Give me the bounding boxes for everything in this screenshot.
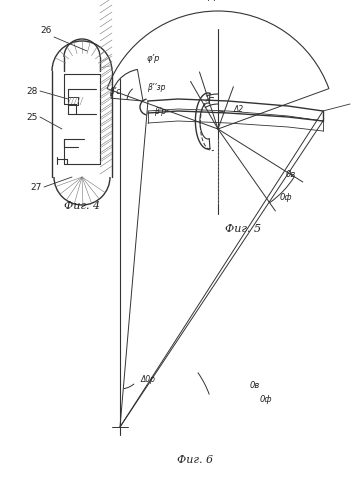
Text: β’’зр: β’’зр xyxy=(148,82,166,91)
Text: φ’р: φ’р xyxy=(206,0,220,1)
Text: β’р: β’р xyxy=(154,106,166,115)
Text: 28: 28 xyxy=(26,86,38,95)
Text: β’с: β’с xyxy=(109,86,121,95)
Text: 0в: 0в xyxy=(286,170,296,179)
Text: 27: 27 xyxy=(31,183,42,192)
Text: Фиг. 4: Фиг. 4 xyxy=(64,201,100,211)
Text: φ’р: φ’р xyxy=(146,54,160,63)
Text: β’’зр: β’’зр xyxy=(352,98,353,107)
Text: Δ0р: Δ0р xyxy=(140,375,155,384)
Text: 0ф: 0ф xyxy=(260,395,273,404)
Text: Фиг. 5: Фиг. 5 xyxy=(225,224,261,234)
Text: Δ2: Δ2 xyxy=(233,104,243,113)
Text: 25: 25 xyxy=(26,112,38,121)
Text: 0ф: 0ф xyxy=(280,193,293,202)
Text: 26: 26 xyxy=(41,26,52,35)
Text: 0в: 0в xyxy=(250,381,260,390)
Text: Фиг. 6: Фиг. 6 xyxy=(177,455,213,465)
